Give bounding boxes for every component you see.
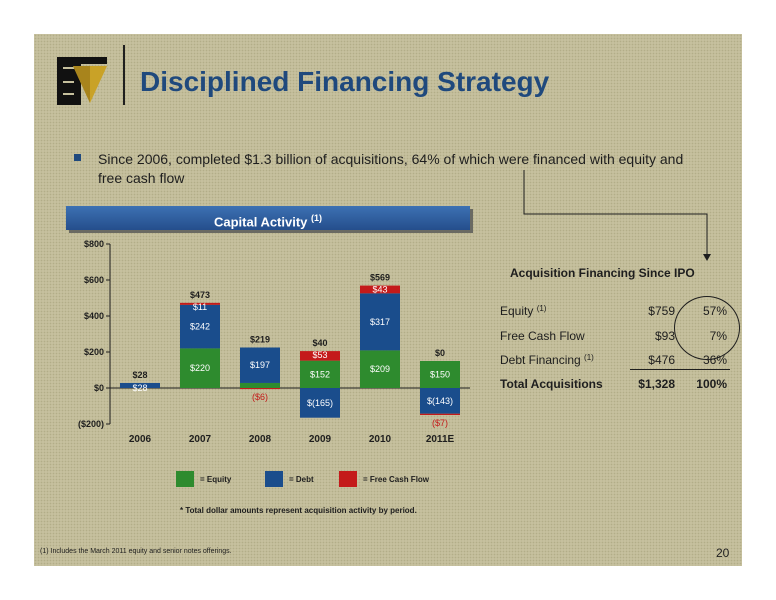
free-cash-flow-value-label: $11 — [193, 302, 207, 312]
acquisition-row-amount: $476 — [648, 353, 675, 367]
debt-value-label: $317 — [370, 317, 390, 327]
capital-activity-banner: Capital Activity (1) — [66, 206, 470, 230]
acquisition-row-label: Total Acquisitions — [500, 377, 603, 391]
debt-bar-2007 — [180, 304, 220, 349]
equity-value-label: $220 — [190, 363, 210, 373]
free-cash-flow-bar-2010 — [360, 285, 400, 294]
chart-note: * Total dollar amounts represent acquisi… — [180, 506, 417, 515]
equity-bar-2008 — [240, 382, 280, 388]
debt-value-label: $28 — [132, 383, 147, 393]
total-label: $219 — [250, 335, 270, 345]
y-tick-label: $200 — [84, 347, 104, 357]
acquisition-row-amount: $759 — [648, 304, 675, 318]
equity-bar-2009 — [300, 360, 340, 388]
acquisition-row-amount: $1,328 — [638, 377, 675, 391]
acquisition-row: Total Acquisitions $1,328 100% — [500, 377, 740, 395]
capital-activity-chart: ($200) $0 $200 $400 $600 $800 $28 $28 2006 $220 $2… — [78, 239, 470, 445]
x-tick-label: 2011E — [426, 434, 455, 445]
debt-value-label: $(143) — [427, 396, 453, 406]
debt-bar-2006 — [120, 382, 160, 388]
y-tick-label: $0 — [94, 383, 104, 393]
total-label: $473 — [190, 290, 210, 300]
title-divider — [123, 45, 125, 105]
acquisition-financing-title: Acquisition Financing Since IPO — [510, 266, 695, 280]
equity-value-label: $152 — [310, 369, 330, 379]
acquisition-row-footnote-ref: (1) — [584, 353, 594, 362]
free-cash-flow-bar-2011E — [420, 413, 460, 415]
percent-highlight-circle — [674, 296, 740, 360]
debt-bar-2008 — [240, 347, 280, 383]
x-tick-label: 2006 — [129, 434, 152, 445]
y-tick-label: $600 — [84, 275, 104, 285]
legend-swatch-debt — [265, 471, 283, 487]
equity-value-label: $209 — [370, 364, 390, 374]
debt-value-label: $197 — [250, 360, 270, 370]
debt-bar-2011E — [420, 388, 460, 414]
free-cash-flow-value-label: ($7) — [432, 418, 448, 428]
capital-activity-footnote-ref: (1) — [311, 213, 323, 223]
debt-value-label: $(165) — [307, 398, 333, 408]
acquisition-row-label: Debt Financing (1) — [500, 353, 594, 367]
equity-bar-2010 — [360, 350, 400, 388]
total-label: $40 — [312, 338, 327, 348]
footnote: (1) Includes the March 2011 equity and s… — [40, 548, 232, 555]
equity-bar-2011E — [420, 361, 460, 388]
acquisition-row-footnote-ref: (1) — [536, 304, 547, 313]
x-tick-label: 2007 — [189, 434, 212, 445]
free-cash-flow-value-label: $43 — [372, 285, 387, 295]
legend-label-fcf: = Free Cash Flow — [363, 475, 430, 484]
free-cash-flow-bar-2009 — [300, 351, 340, 361]
equity-bar-2007 — [180, 348, 220, 388]
y-tick-label: $400 — [84, 311, 104, 321]
bullet-square-icon — [74, 154, 81, 161]
debt-value-label: $242 — [190, 322, 210, 332]
legend-swatch-fcf — [339, 471, 357, 487]
total-label: $28 — [132, 370, 147, 380]
debt-bar-2010 — [360, 293, 400, 351]
free-cash-flow-value-label: ($6) — [252, 392, 268, 402]
x-tick-label: 2010 — [369, 434, 392, 445]
legend-label-debt: = Debt — [289, 475, 314, 484]
total-label: $569 — [370, 273, 390, 283]
capital-activity-label: Capital Activity — [213, 214, 308, 230]
debt-bar-2009 — [300, 388, 340, 418]
legend-swatch-equity — [176, 471, 194, 487]
company-logo — [57, 57, 107, 105]
page-number: 20 — [716, 546, 730, 560]
equity-value-label: $150 — [430, 370, 450, 380]
x-tick-label: 2009 — [309, 434, 332, 445]
x-tick-label: 2008 — [249, 434, 272, 445]
acquisition-row-percent: 100% — [696, 377, 727, 391]
acquisition-row-label: Equity (1) — [500, 304, 547, 318]
y-tick-label: $800 — [84, 239, 104, 249]
total-divider — [630, 369, 730, 370]
free-cash-flow-bar-2008 — [240, 388, 280, 390]
bullet-connector-arrow — [523, 170, 711, 261]
y-tick-label: ($200) — [78, 419, 104, 429]
free-cash-flow-value-label: $53 — [312, 350, 327, 360]
free-cash-flow-bar-2007 — [180, 302, 220, 305]
total-label: $0 — [435, 348, 445, 358]
acquisition-row-amount: $93 — [654, 329, 675, 343]
acquisition-row-label: Free Cash Flow — [500, 329, 585, 343]
summary-bullet: Since 2006, completed $1.3 billion of ac… — [98, 151, 684, 186]
page-title: Disciplined Financing Strategy — [140, 66, 550, 97]
legend-label-equity: = Equity — [200, 475, 232, 484]
